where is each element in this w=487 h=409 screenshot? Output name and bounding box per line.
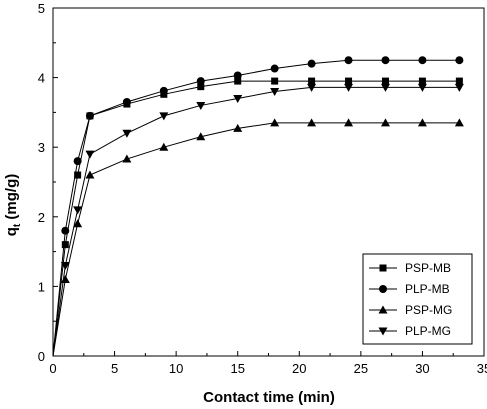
legend-item-plp-mb: PLP-MB bbox=[369, 282, 450, 296]
series-layer bbox=[52, 56, 464, 357]
data-point-plp-mg bbox=[344, 83, 354, 92]
data-point-psp-mg bbox=[417, 118, 427, 127]
data-point-plp-mb bbox=[418, 56, 427, 65]
x-axis-title: Contact time (min) bbox=[203, 389, 335, 406]
y-axis-title-unit: (mg/g) bbox=[3, 174, 20, 224]
data-point-psp-mg bbox=[196, 132, 206, 141]
data-point-plp-mb bbox=[122, 97, 131, 106]
data-point-plp-mg bbox=[307, 83, 317, 92]
legend-label: PSP-MB bbox=[405, 261, 451, 275]
data-point-psp-mb bbox=[197, 83, 205, 91]
y-tick-label: 0 bbox=[38, 349, 45, 364]
series-line-psp-mg bbox=[52, 122, 460, 357]
data-point-plp-mg bbox=[60, 262, 70, 271]
data-point-psp-mg bbox=[122, 154, 132, 163]
series-line-psp-mb bbox=[52, 80, 460, 357]
data-point-psp-mb bbox=[381, 77, 389, 85]
data-point-psp-mb bbox=[418, 77, 426, 85]
data-point-plp-mg bbox=[380, 83, 390, 92]
data-point-plp-mg bbox=[122, 129, 132, 138]
data-point-plp-mg bbox=[73, 206, 83, 215]
data-point-psp-mb bbox=[271, 77, 279, 85]
data-point-plp-mb bbox=[73, 157, 82, 166]
data-point-psp-mb bbox=[74, 171, 82, 179]
x-tick-label: 35 bbox=[477, 361, 487, 376]
data-point-plp-mg bbox=[159, 112, 169, 121]
x-tick-label: 25 bbox=[354, 361, 368, 376]
data-point-plp-mg bbox=[417, 83, 427, 92]
data-point-psp-mg bbox=[73, 219, 83, 228]
x-tick-label: 15 bbox=[230, 361, 244, 376]
legend-marker bbox=[378, 305, 388, 314]
y-axis-title: qt (mg/g) bbox=[3, 174, 23, 237]
series-line-plp-mg bbox=[52, 86, 460, 357]
y-axis-title-sub: t bbox=[12, 223, 23, 227]
legend-label: PLP-MG bbox=[405, 324, 451, 338]
y-tick-label: 5 bbox=[38, 1, 45, 16]
data-point-plp-mb bbox=[196, 77, 205, 86]
data-point-psp-mg bbox=[159, 142, 169, 151]
data-point-plp-mg bbox=[454, 83, 464, 92]
legend-label: PSP-MG bbox=[405, 303, 452, 317]
legend-item-plp-mg: PLP-MG bbox=[369, 324, 451, 338]
series-plp-mg bbox=[52, 83, 464, 357]
legend-label: PLP-MB bbox=[405, 282, 450, 296]
data-point-psp-mg bbox=[307, 118, 317, 127]
data-point-psp-mg bbox=[454, 118, 464, 127]
data-point-psp-mg bbox=[270, 118, 280, 127]
legend-marker bbox=[379, 285, 387, 293]
legend-marker bbox=[379, 264, 387, 272]
legend-marker bbox=[378, 327, 388, 336]
y-axis-title-main: q bbox=[3, 227, 20, 236]
data-point-plp-mg bbox=[233, 94, 243, 103]
data-point-psp-mg bbox=[344, 118, 354, 127]
data-point-plp-mb bbox=[159, 86, 168, 95]
legend: PSP-MB PLP-MB PSP-MG PLP-MG bbox=[362, 253, 473, 345]
data-point-psp-mb bbox=[308, 77, 316, 85]
data-point-psp-mb bbox=[234, 77, 242, 85]
data-point-plp-mg bbox=[85, 150, 95, 159]
data-point-plp-mg bbox=[270, 88, 280, 97]
data-point-plp-mg bbox=[196, 101, 206, 110]
data-point-plp-mb bbox=[233, 71, 242, 80]
axis-ticks: 0 5 10 15 20 25 30 35 0 1 2 3 4 5 bbox=[38, 1, 487, 376]
data-point-psp-mb bbox=[345, 77, 353, 85]
y-tick-label: 2 bbox=[38, 210, 45, 225]
data-point-plp-mb bbox=[85, 111, 94, 120]
y-tick-label: 1 bbox=[38, 279, 45, 294]
x-tick-label: 10 bbox=[169, 361, 183, 376]
data-point-psp-mg bbox=[85, 170, 95, 179]
data-point-plp-mb bbox=[61, 226, 70, 235]
data-point-plp-mb bbox=[455, 56, 464, 65]
legend-item-psp-mb: PSP-MB bbox=[369, 261, 451, 275]
data-point-plp-mb bbox=[344, 56, 353, 65]
x-tick-label: 5 bbox=[111, 361, 118, 376]
plot-frame bbox=[52, 7, 485, 357]
data-point-plp-mb bbox=[270, 64, 279, 73]
x-tick-label: 0 bbox=[49, 361, 56, 376]
x-tick-label: 20 bbox=[292, 361, 306, 376]
y-tick-label: 4 bbox=[38, 71, 45, 86]
data-point-plp-mb bbox=[307, 59, 316, 68]
data-point-psp-mg bbox=[380, 118, 390, 127]
x-tick-label: 30 bbox=[415, 361, 429, 376]
series-psp-mg bbox=[52, 118, 464, 357]
data-point-psp-mb bbox=[455, 77, 463, 85]
series-line-plp-mb bbox=[52, 59, 460, 357]
data-point-psp-mb bbox=[61, 241, 69, 249]
y-tick-label: 3 bbox=[38, 140, 45, 155]
legend-item-psp-mg: PSP-MG bbox=[369, 303, 452, 317]
data-point-psp-mg bbox=[233, 123, 243, 132]
series-plp-mb bbox=[52, 56, 464, 357]
data-point-plp-mb bbox=[381, 56, 390, 65]
